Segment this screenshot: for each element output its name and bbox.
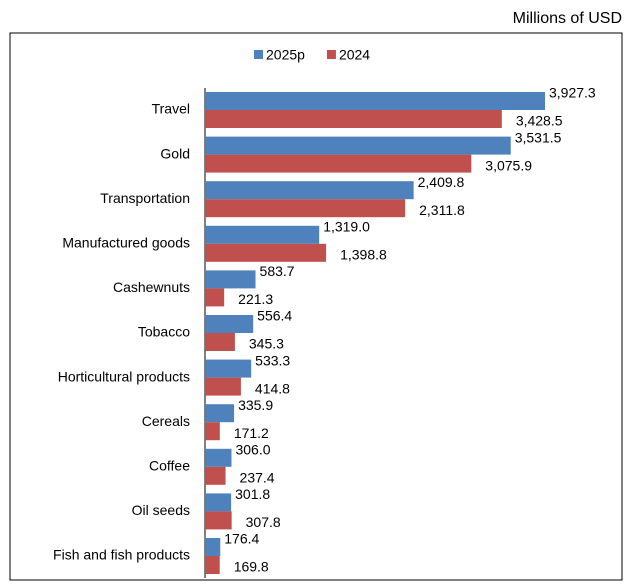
bar	[205, 288, 225, 307]
legend-swatch	[254, 50, 263, 59]
bar	[205, 404, 235, 423]
bar	[205, 110, 502, 128]
value-label: 2,311.8	[419, 202, 465, 218]
value-label: 169.8	[234, 559, 269, 575]
bar	[205, 377, 241, 396]
value-label: 171.2	[234, 425, 269, 441]
value-label: 583.7	[260, 263, 295, 279]
legend-label: 2025p	[266, 47, 305, 63]
bar	[205, 359, 252, 378]
category-label: Coffee	[149, 458, 190, 474]
value-label: 2,409.8	[418, 174, 465, 190]
bar	[205, 422, 220, 441]
category-label: Manufactured goods	[62, 235, 190, 251]
bar	[205, 538, 221, 556]
bar	[205, 333, 235, 351]
value-label: 307.8	[246, 514, 281, 530]
value-label: 1,398.8	[340, 247, 387, 263]
value-label: 345.3	[249, 336, 284, 352]
bar	[205, 199, 406, 218]
bar	[205, 154, 472, 173]
category-label: Gold	[160, 145, 190, 161]
bar	[205, 493, 232, 512]
bar	[205, 243, 327, 262]
value-label: 3,075.9	[485, 157, 532, 173]
value-label: 301.8	[235, 486, 270, 502]
bar	[205, 92, 545, 110]
bar	[205, 225, 320, 244]
category-label: Oil seeds	[132, 502, 190, 518]
value-label: 3,927.3	[549, 85, 596, 101]
category-label: Cashewnuts	[113, 279, 190, 295]
value-label: 335.9	[238, 397, 273, 413]
legend-swatch	[326, 50, 336, 59]
value-label: 176.4	[224, 531, 259, 547]
value-label: 1,319.0	[323, 219, 370, 235]
value-label: 306.0	[235, 442, 270, 458]
bar	[205, 181, 414, 200]
value-label: 237.4	[240, 470, 275, 486]
category-label: Cereals	[142, 413, 190, 429]
category-label: Tobacco	[138, 324, 190, 340]
bar	[205, 511, 232, 530]
value-label: 533.3	[255, 352, 290, 368]
legend-label: 2024	[339, 47, 370, 63]
bar	[205, 270, 256, 289]
category-label: Horticultural products	[58, 368, 190, 384]
value-label: 221.3	[238, 291, 273, 307]
bar	[205, 315, 254, 333]
value-label: 414.8	[255, 380, 290, 396]
category-label: Fish and fish products	[53, 547, 190, 563]
category-label: Transportation	[100, 190, 190, 206]
category-label: Travel	[152, 101, 190, 117]
bar	[205, 448, 232, 467]
bar	[205, 136, 511, 155]
value-label: 3,428.5	[516, 113, 563, 129]
frame	[9, 32, 623, 581]
bar	[205, 466, 226, 485]
bar	[205, 556, 220, 574]
value-label: 3,531.5	[515, 129, 562, 145]
value-label: 556.4	[257, 308, 292, 324]
unit-label: Millions of USD	[513, 10, 622, 27]
